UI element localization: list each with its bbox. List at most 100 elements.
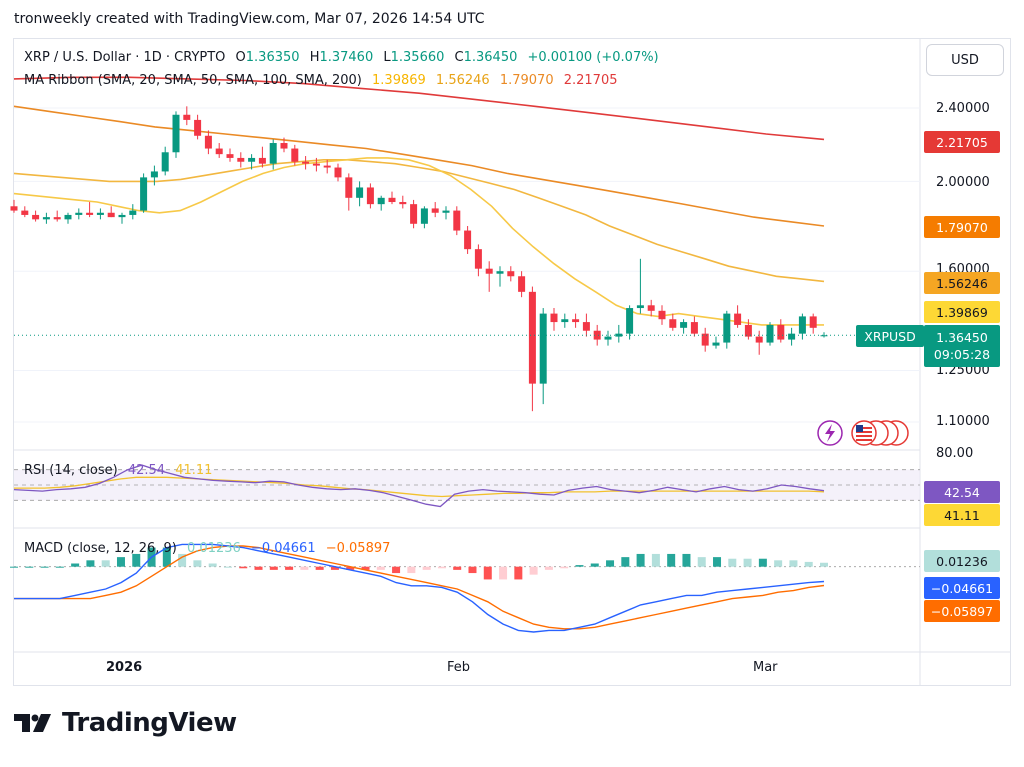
candle-body xyxy=(53,217,61,220)
macd-histogram-bar xyxy=(774,560,783,567)
candle-body xyxy=(572,319,580,323)
sma20-line xyxy=(13,157,824,326)
macd-signal-tag: −0.05897 xyxy=(924,600,1000,622)
macd-histogram-bar xyxy=(132,553,141,567)
candle-body xyxy=(766,324,774,343)
sma200-line xyxy=(13,76,825,141)
candle-body xyxy=(734,313,742,325)
macd-histogram-bar xyxy=(55,566,64,568)
macd-histogram-bar xyxy=(223,566,232,568)
chart-frame xyxy=(13,38,1011,686)
candle-body xyxy=(690,322,698,334)
close-label: C xyxy=(454,50,464,65)
candle-body xyxy=(258,157,266,164)
time-label-feb: Feb xyxy=(447,660,471,675)
macd-histogram-bar xyxy=(514,566,523,580)
macd-histogram-bar xyxy=(621,557,630,567)
macd-histogram-bar xyxy=(361,566,370,570)
candle-body xyxy=(323,165,331,168)
rsi-value-tag: 42.54 xyxy=(924,481,1000,503)
macd-histogram-bar xyxy=(789,560,798,567)
candle-body xyxy=(755,336,763,343)
candle-body xyxy=(453,210,461,231)
candle-body xyxy=(388,197,396,203)
candle-countdown: 09:05:28 xyxy=(933,347,991,362)
candle-body xyxy=(798,316,806,334)
macd-histogram-bar xyxy=(437,566,446,569)
currency-button[interactable]: USD xyxy=(926,44,1004,76)
candle-body xyxy=(744,324,752,337)
candle-body xyxy=(701,333,709,346)
price-tick: 2.40000 xyxy=(936,101,990,116)
macd-title[interactable]: MACD (close, 12, 26, 9) xyxy=(24,541,177,556)
candle-body xyxy=(539,313,547,384)
macd-histogram-bar xyxy=(10,566,18,568)
sma50-tag: 1.56246 xyxy=(924,272,1000,294)
candle-body xyxy=(431,208,439,213)
open-value: 1.36350 xyxy=(245,50,300,65)
change-value: +0.00100 (+0.07%) xyxy=(527,50,659,65)
candle-body xyxy=(680,322,688,328)
candle-body xyxy=(75,212,83,215)
candle-body xyxy=(604,336,612,340)
lightning-icon[interactable] xyxy=(817,420,843,446)
macd-histogram-bar xyxy=(407,566,416,574)
macd-histogram-bar xyxy=(667,553,676,567)
tradingview-logo: TradingView xyxy=(14,708,237,738)
macd-histogram-bar xyxy=(239,566,248,569)
macd-legend: MACD (close, 12, 26, 9) 0.01236 −0.04661… xyxy=(24,541,396,556)
macd-histogram-bar xyxy=(499,566,508,580)
macd-histogram-bar xyxy=(544,566,553,570)
macd-histogram-bar xyxy=(40,566,49,568)
candle-body xyxy=(485,268,493,274)
candle-body xyxy=(129,210,137,215)
events-icons[interactable] xyxy=(814,418,914,448)
macd-histogram-bar xyxy=(758,558,767,567)
macd-histogram-bar xyxy=(682,553,691,567)
symbol-title[interactable]: XRP / U.S. Dollar · 1D · CRYPTO xyxy=(24,50,226,65)
candle-body xyxy=(464,230,472,250)
candle-body xyxy=(712,342,720,346)
candle-body xyxy=(42,217,50,220)
macd-histogram-bar xyxy=(606,560,615,567)
macd-histogram-bar xyxy=(392,566,401,574)
symbol-tag-text: XRPUSD xyxy=(864,328,916,344)
macd-histogram-bar xyxy=(285,566,294,570)
candle-body xyxy=(269,143,277,164)
candle-body xyxy=(377,197,385,205)
macd-histogram-bar xyxy=(193,560,202,567)
candle-body xyxy=(64,214,72,220)
macd-histogram-bar xyxy=(116,557,125,567)
macd-histogram-bar xyxy=(820,562,828,567)
ma-value-sma100: 1.79070 xyxy=(499,73,554,88)
rsi-legend-ma: 41.11 xyxy=(175,463,213,478)
candle-body xyxy=(410,204,418,224)
tradingview-logo-text: TradingView xyxy=(62,708,237,738)
candle-body xyxy=(118,214,126,218)
sma20-tag: 1.39869 xyxy=(924,301,1000,323)
macd-histogram-bar xyxy=(162,547,171,567)
candle-body xyxy=(366,187,374,205)
ma-value-sma200: 2.21705 xyxy=(563,73,618,88)
candle-body xyxy=(204,135,212,149)
ma-legend: MA Ribbon (SMA, 20, SMA, 50, SMA, 100, S… xyxy=(24,73,624,88)
macd-legend-line: −0.04661 xyxy=(250,541,316,556)
candle-body xyxy=(356,187,364,198)
rsi-title[interactable]: RSI (14, close) xyxy=(24,463,118,478)
candle-body xyxy=(237,157,245,162)
candle-body xyxy=(442,210,450,213)
macd-line xyxy=(14,543,825,633)
time-label-2026: 2026 xyxy=(106,660,143,675)
us-flag-icon[interactable] xyxy=(851,420,909,446)
candle-body xyxy=(248,157,256,162)
macd-histogram-bar xyxy=(651,553,660,567)
macd-legend-hist: 0.01236 xyxy=(187,541,241,556)
candle-body xyxy=(777,324,785,340)
candle-body xyxy=(788,333,796,340)
macd-histogram-bar xyxy=(697,557,706,567)
ma-ribbon-title[interactable]: MA Ribbon (SMA, 20, SMA, 50, SMA, 100, S… xyxy=(24,73,362,88)
candle-body xyxy=(10,206,18,211)
ma-value-sma50: 1.56246 xyxy=(435,73,490,88)
candle-body xyxy=(507,271,515,277)
